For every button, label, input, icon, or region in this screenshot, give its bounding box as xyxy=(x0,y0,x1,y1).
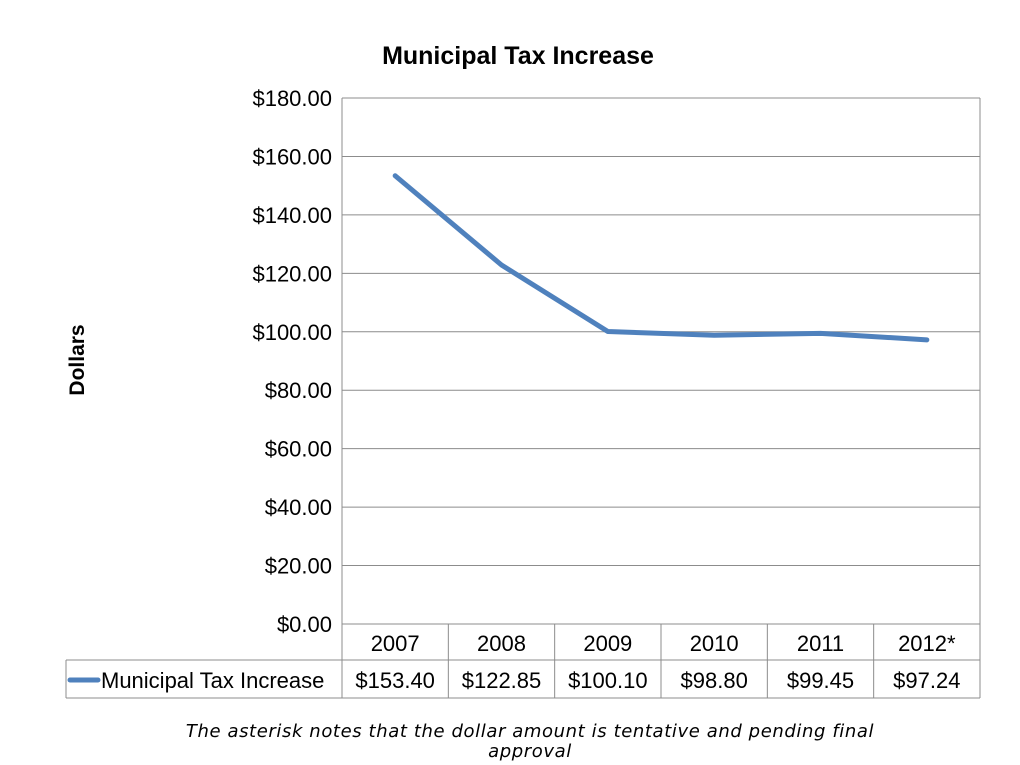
y-tick-label: $100.00 xyxy=(252,320,332,345)
x-category-label: 2012* xyxy=(898,631,956,656)
y-tick-label: $140.00 xyxy=(252,203,332,228)
y-axis-label: Dollars xyxy=(66,324,89,395)
y-tick-label: $80.00 xyxy=(265,378,332,403)
data-table-cell: $122.85 xyxy=(462,668,542,693)
y-tick-label: $180.00 xyxy=(252,86,332,111)
series-layer xyxy=(392,173,930,343)
data-table-cell: $153.40 xyxy=(355,668,435,693)
y-axis-ticks: $0.00 $20.00 $40.00 $60.00 $80.00 $100.00 $120… xyxy=(252,86,332,637)
y-tick-label: $60.00 xyxy=(265,437,332,462)
data-table-cell: $100.10 xyxy=(568,668,648,693)
gridlines xyxy=(341,97,981,625)
x-category-label: 2007 xyxy=(371,631,420,656)
data-table-cell: $97.24 xyxy=(893,668,960,693)
data-table-cell: $99.45 xyxy=(787,668,854,693)
y-tick-label: $0.00 xyxy=(277,612,332,637)
data-table: 2007 $153.40 2008 $122.85 2009 $100.10 2010 $98… xyxy=(65,623,981,699)
legend-series-label: Municipal Tax Increase xyxy=(101,668,324,693)
y-tick-label: $160.00 xyxy=(252,144,332,169)
x-category-label: 2009 xyxy=(583,631,632,656)
y-tick-label: $120.00 xyxy=(252,261,332,286)
y-tick-label: $20.00 xyxy=(265,554,332,579)
chart-title: Municipal Tax Increase xyxy=(382,42,654,70)
data-table-cell: $98.80 xyxy=(681,668,748,693)
x-category-label: 2008 xyxy=(477,631,526,656)
series-line-municipal-tax-increase xyxy=(392,173,930,343)
y-tick-label: $40.00 xyxy=(265,495,332,520)
x-category-label: 2010 xyxy=(690,631,739,656)
x-category-label: 2011 xyxy=(797,631,844,656)
footnote: The asterisk notes that the dollar amoun… xyxy=(185,721,875,762)
